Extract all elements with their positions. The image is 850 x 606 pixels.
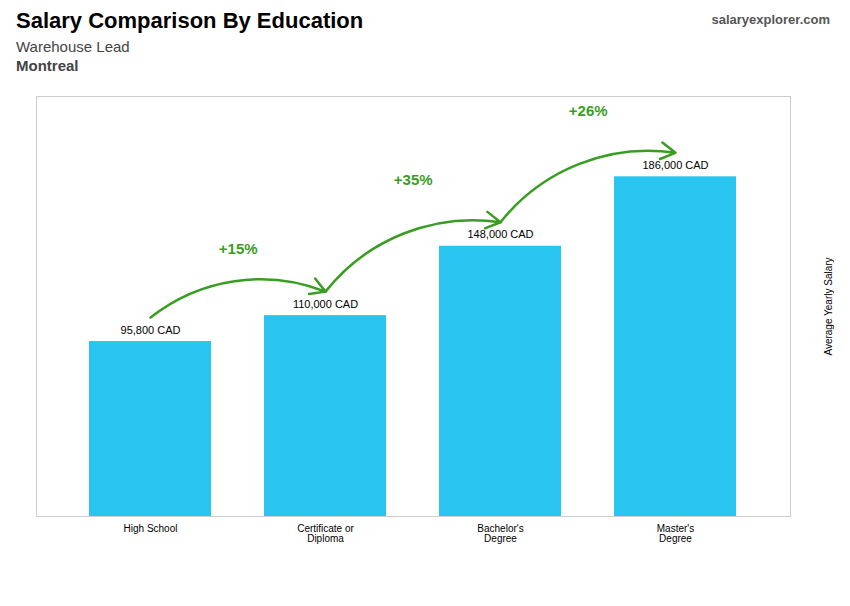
html-text:Montreal: Montreal xyxy=(16,57,79,74)
svg-text:Bachelor'sDegree: Bachelor'sDegree xyxy=(477,523,523,544)
html-text:Warehouse Lead: Warehouse Lead xyxy=(16,38,130,55)
svg-text:+15%: +15% xyxy=(219,240,258,257)
html-text:Salary Comparison By Education: Salary Comparison By Education xyxy=(16,8,364,33)
svg-text:+35%: +35% xyxy=(394,171,433,188)
svg-text:High School: High School xyxy=(124,523,178,534)
svg-text:148,000 CAD: 148,000 CAD xyxy=(467,228,533,240)
svg-text:+26%: +26% xyxy=(569,102,608,119)
svg-text:95,800 CAD: 95,800 CAD xyxy=(121,324,181,336)
svg-text:Master'sDegree: Master'sDegree xyxy=(657,523,694,544)
svg-text:Average Yearly Salary: Average Yearly Salary xyxy=(823,257,834,355)
svg-text:110,000 CAD: 110,000 CAD xyxy=(293,298,358,310)
svg-text:186,000 CAD: 186,000 CAD xyxy=(642,159,708,171)
svg-text:Certificate orDiploma: Certificate orDiploma xyxy=(297,523,354,544)
html-text:salaryexplorer.com: salaryexplorer.com xyxy=(711,12,830,27)
